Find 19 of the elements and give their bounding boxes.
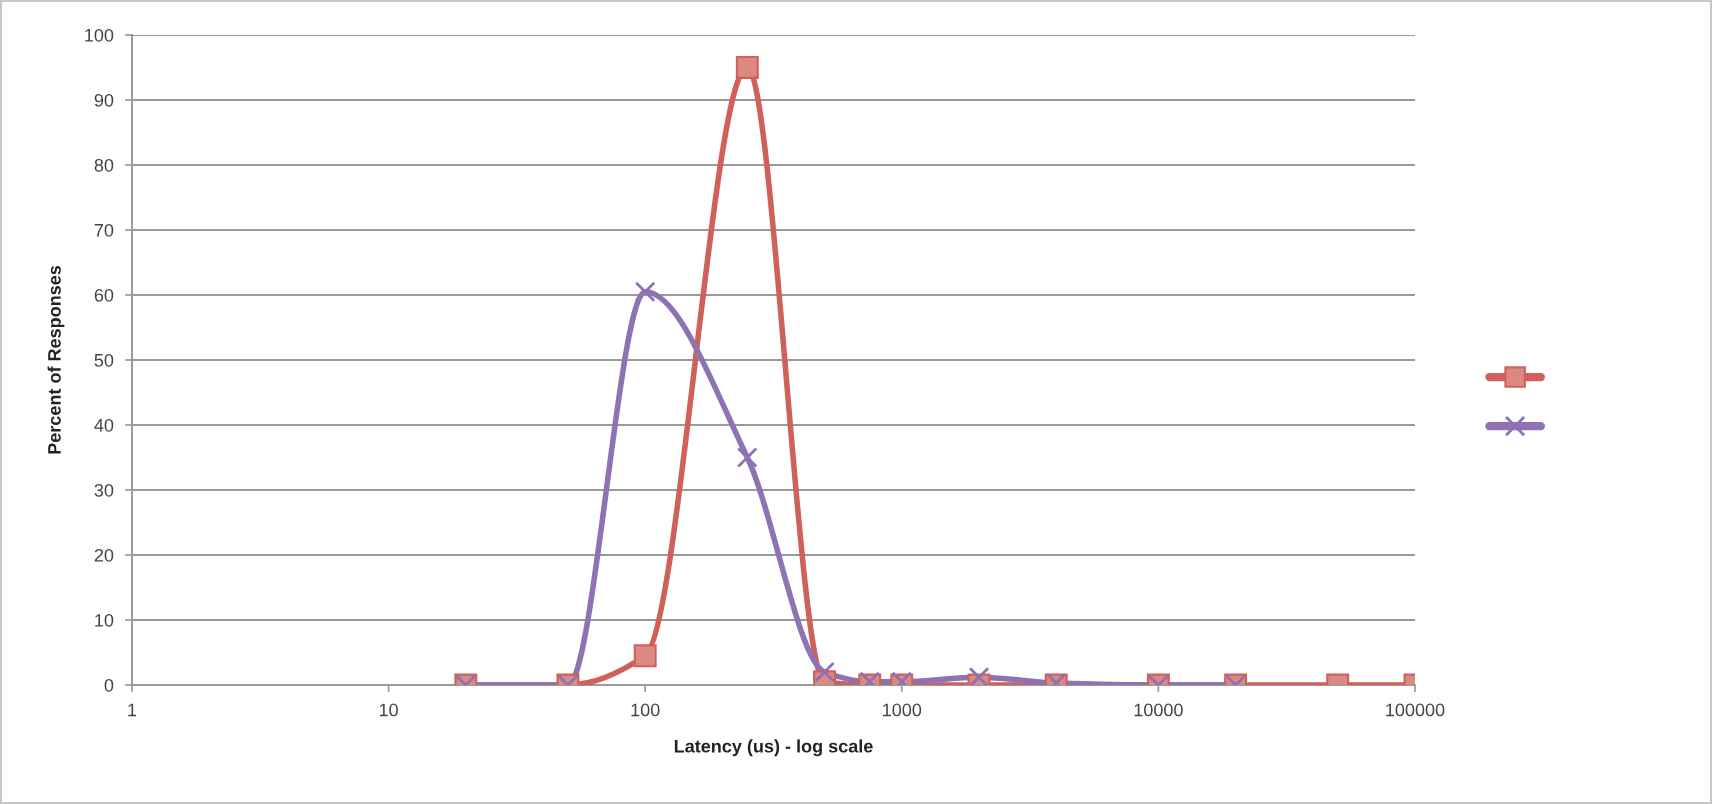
- y-tick-label: 10: [95, 613, 114, 627]
- y-tick-label: 70: [94, 223, 114, 237]
- y-tick-label: 0: [104, 678, 114, 692]
- x-axis-title: Latency (us) - log scale: [674, 739, 873, 757]
- x-tick-label: 1000: [883, 703, 922, 717]
- x-tick-label: 1: [128, 703, 137, 717]
- y-tick-label: 60: [94, 288, 114, 302]
- y-tick-label: 50: [94, 353, 114, 367]
- y-tick-label: 100: [85, 28, 114, 42]
- y-tick-label: 20: [94, 548, 114, 562]
- y-axis-title: Percent of Responses: [47, 265, 65, 454]
- x-tick-label: 10: [379, 703, 398, 717]
- y-tick-label: 40: [94, 418, 114, 432]
- y-tick-label: 90: [94, 93, 114, 107]
- x-tick-label: 10000: [1134, 703, 1183, 717]
- y-tick-label: 30: [94, 483, 114, 497]
- x-tick-label: 100000: [1386, 703, 1445, 717]
- x-tick-label: 100: [631, 703, 660, 717]
- y-tick-label: 80: [94, 158, 114, 172]
